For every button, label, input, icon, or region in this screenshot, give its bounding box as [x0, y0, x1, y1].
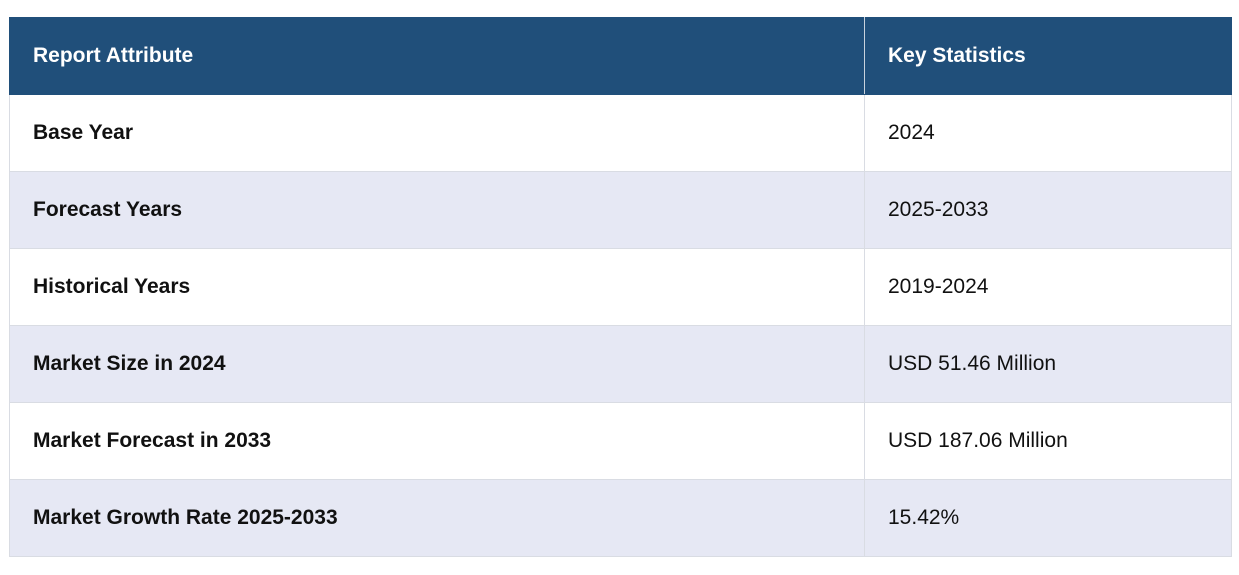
attribute-cell: Historical Years	[9, 248, 865, 326]
value-cell: USD 51.46 Million	[864, 325, 1232, 403]
report-statistics-table: Report Attribute Key Statistics Base Yea…	[9, 17, 1232, 557]
attribute-cell: Base Year	[9, 94, 865, 172]
table-header: Report Attribute Key Statistics	[9, 17, 1232, 95]
attribute-cell: Market Growth Rate 2025-2033	[9, 479, 865, 557]
attribute-cell: Forecast Years	[9, 171, 865, 249]
value-cell: USD 187.06 Million	[864, 402, 1232, 480]
attribute-cell: Market Size in 2024	[9, 325, 865, 403]
table-row: Forecast Years 2025-2033	[9, 171, 1232, 249]
table-row: Market Size in 2024 USD 51.46 Million	[9, 325, 1232, 403]
header-key-statistics: Key Statistics	[864, 17, 1232, 95]
table-row: Base Year 2024	[9, 94, 1232, 172]
table-row: Market Forecast in 2033 USD 187.06 Milli…	[9, 402, 1232, 480]
value-cell: 2019-2024	[864, 248, 1232, 326]
attribute-cell: Market Forecast in 2033	[9, 402, 865, 480]
table-body: Base Year 2024 Forecast Years 2025-2033 …	[9, 94, 1232, 557]
header-row: Report Attribute Key Statistics	[9, 17, 1232, 95]
value-cell: 15.42%	[864, 479, 1232, 557]
value-cell: 2024	[864, 94, 1232, 172]
value-cell: 2025-2033	[864, 171, 1232, 249]
table-row: Historical Years 2019-2024	[9, 248, 1232, 326]
table-row: Market Growth Rate 2025-2033 15.42%	[9, 479, 1232, 557]
header-report-attribute: Report Attribute	[9, 17, 865, 95]
